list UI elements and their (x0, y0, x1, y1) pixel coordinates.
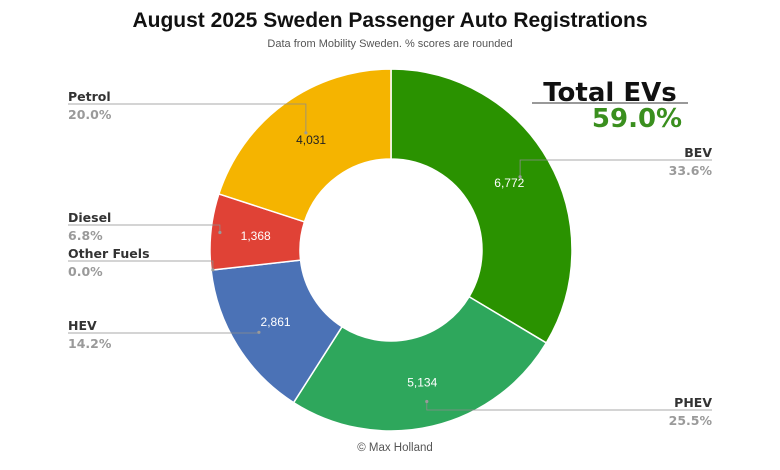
percent-label-hev: 14.2% (68, 336, 112, 351)
category-label-hev: HEV (68, 318, 97, 333)
leader-dot-petrol (304, 131, 308, 135)
percent-label-diesel: 6.8% (68, 228, 103, 243)
value-label-petrol: 4,031 (296, 133, 326, 147)
credit-text: © Max Holland (357, 442, 433, 454)
leader-dot-bev (518, 175, 522, 179)
slice-petrol (217, 68, 392, 223)
leader-dot-diesel (218, 230, 222, 235)
category-label-other-fuels: Other Fuels (68, 246, 150, 261)
leader-dot-phev (425, 399, 429, 404)
value-label-diesel: 1,368 (241, 229, 271, 243)
value-label-hev: 2,861 (261, 315, 291, 329)
percent-label-other-fuels: 0.0% (68, 264, 103, 279)
leader-line-other-fuels (68, 260, 214, 270)
category-label-petrol: Petrol (68, 89, 111, 104)
leader-line-phev (426, 401, 712, 411)
leader-lines-group (68, 103, 712, 411)
total-evs-value: 59.0% (592, 104, 682, 134)
value-label-bev: 6,772 (494, 176, 524, 190)
category-label-diesel: Diesel (68, 210, 111, 225)
leader-line-petrol (68, 103, 307, 133)
leader-dot-hev (257, 330, 261, 334)
percent-label-petrol: 20.0% (68, 107, 112, 122)
value-label-phev: 5,134 (407, 375, 437, 389)
slice-bev (390, 68, 573, 344)
leader-line-bev (519, 159, 712, 177)
chart-subtitle: Data from Mobility Sweden. % scores are … (267, 38, 512, 50)
slice-phev (292, 295, 548, 432)
category-label-bev: BEV (684, 145, 712, 160)
labels-group: 6,772 BEV 33.6% 5,134 PHEV 25.5% 2,861 HEV 14.2%… (68, 89, 712, 428)
leader-dot-other-fuels (211, 268, 215, 272)
chart-title: August 2025 Sweden Passenger Auto Regist… (132, 9, 647, 32)
leader-line-diesel (68, 224, 221, 233)
slices-group (209, 68, 573, 432)
percent-label-bev: 33.6% (669, 163, 713, 178)
category-label-phev: PHEV (674, 395, 712, 410)
percent-label-phev: 25.5% (669, 413, 713, 428)
